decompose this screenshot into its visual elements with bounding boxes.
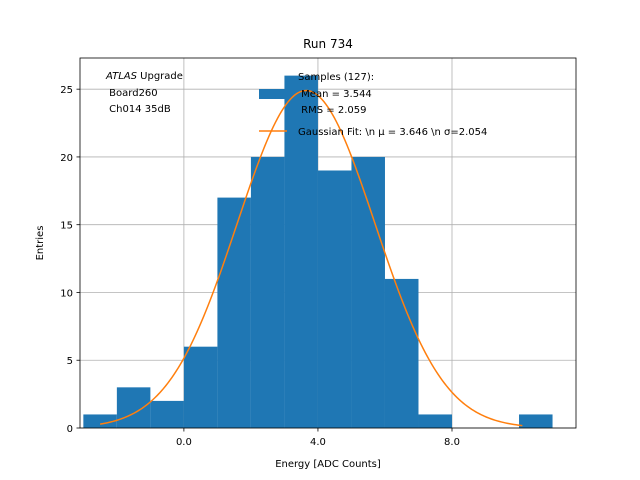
y-tick-label-4: 20 xyxy=(60,153,73,164)
legend-fit-label: Gaussian Fit: \n μ = 3.646 \n σ=2.054 xyxy=(298,127,487,138)
annotation-upgrade: Upgrade xyxy=(137,71,183,82)
histogram-bar-1 xyxy=(116,387,151,428)
atlas-annotation: ATLAS Upgrade Board260 Ch014 35dB xyxy=(105,71,183,115)
histogram-bar-2 xyxy=(150,400,184,428)
annotation-line-atlas: ATLAS Upgrade xyxy=(105,71,183,82)
histogram-bars xyxy=(83,75,553,428)
x-axis-label: Energy [ADC Counts] xyxy=(275,459,381,470)
histogram-bar-0 xyxy=(83,414,117,428)
histogram-bar-10 xyxy=(418,414,452,428)
x-tick-label-2: 8.0 xyxy=(444,437,460,448)
annotation-atlas-italic: ATLAS xyxy=(105,71,138,82)
x-tick-label-0: 0.0 xyxy=(176,437,192,448)
legend-samples-swatch xyxy=(259,89,287,99)
y-tick-label-2: 10 xyxy=(60,288,73,299)
histogram-bar-9 xyxy=(384,278,419,428)
histogram-bar-8 xyxy=(351,156,385,428)
y-tick-label-0: 0 xyxy=(67,424,73,435)
fit-layer xyxy=(99,89,523,427)
axis-ticks: 0.0 4.0 8.0 0 5 10 15 20 25 xyxy=(60,85,460,448)
histogram-bar-7 xyxy=(317,170,352,428)
x-tick-label-1: 4.0 xyxy=(310,437,326,448)
legend: Samples (127): Mean = 3.544 RMS = 2.059 … xyxy=(259,72,487,138)
histogram-bar-4 xyxy=(217,197,251,428)
histogram-bar-3 xyxy=(183,346,218,428)
legend-samples-rms: RMS = 2.059 xyxy=(298,105,366,116)
annotation-channel: Ch014 35dB xyxy=(106,104,171,115)
annotation-board: Board260 xyxy=(106,88,158,99)
y-axis-label: Entries xyxy=(35,226,46,261)
legend-samples-title: Samples (127): xyxy=(298,72,374,83)
y-tick-label-5: 25 xyxy=(60,85,73,96)
legend-samples-mean: Mean = 3.544 xyxy=(298,89,372,100)
y-tick-label-1: 5 xyxy=(67,356,73,367)
y-tick-label-3: 15 xyxy=(60,221,73,232)
histogram-bar-13 xyxy=(519,414,553,428)
plot-frame xyxy=(79,57,577,429)
histogram-bar-5 xyxy=(250,156,285,428)
gaussian-fit-curve xyxy=(99,89,523,427)
histogram-bar-6 xyxy=(284,75,318,428)
chart-title: Run 734 xyxy=(303,37,353,51)
